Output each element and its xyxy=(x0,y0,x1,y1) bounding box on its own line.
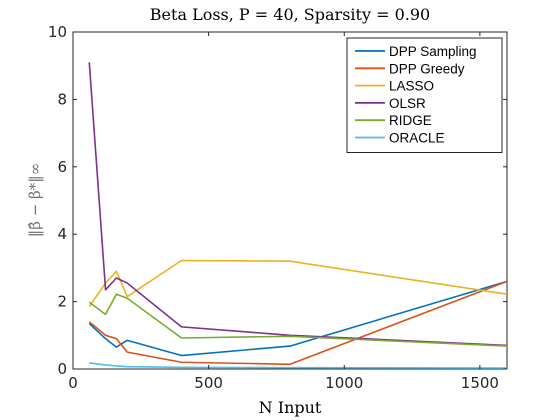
y-tick-label: 10 xyxy=(48,23,67,41)
y-tick-label: 4 xyxy=(57,225,67,243)
x-tick-label: 1500 xyxy=(461,374,499,392)
y-axis-ticks: 0 2 4 6 8 10 xyxy=(48,23,507,378)
x-tick-label: 1000 xyxy=(325,374,363,392)
series-layer xyxy=(88,62,508,369)
x-axis-ticks: 0 500 1000 1500 xyxy=(68,32,499,392)
y-axis-label: ‖β̂ − β*‖∞ xyxy=(26,163,44,237)
chart-title: Beta Loss, P = 40, Sparsity = 0.90 xyxy=(150,5,430,24)
x-tick-label: 500 xyxy=(194,374,223,392)
legend-label-dpp-greedy: DPP Greedy xyxy=(389,61,465,76)
legend-label-dpp-sampling: DPP Sampling xyxy=(389,44,477,59)
series-line-oracle xyxy=(89,362,508,369)
legend-box xyxy=(346,37,503,153)
y-tick-label: 8 xyxy=(57,90,67,108)
series-line-olsr xyxy=(88,62,508,347)
y-tick-label: 0 xyxy=(57,360,67,378)
legend-label-ridge: RIDGE xyxy=(389,113,432,128)
series-line-ridge xyxy=(88,293,508,347)
legend-label-oracle: ORACLE xyxy=(389,131,445,146)
series-line-dpp-greedy xyxy=(88,280,508,366)
y-tick-label: 2 xyxy=(57,293,67,311)
legend-label-lasso: LASSO xyxy=(389,79,434,94)
x-axis-label: N Input xyxy=(259,398,322,417)
legend: DPP Sampling DPP Greedy LASSO OLSR RIDGE ORAC… xyxy=(346,37,503,153)
legend-label-olsr: OLSR xyxy=(389,96,426,111)
x-tick-label: 0 xyxy=(68,374,78,392)
y-tick-label: 6 xyxy=(57,158,67,176)
series-line-dpp-sampling xyxy=(88,280,508,357)
